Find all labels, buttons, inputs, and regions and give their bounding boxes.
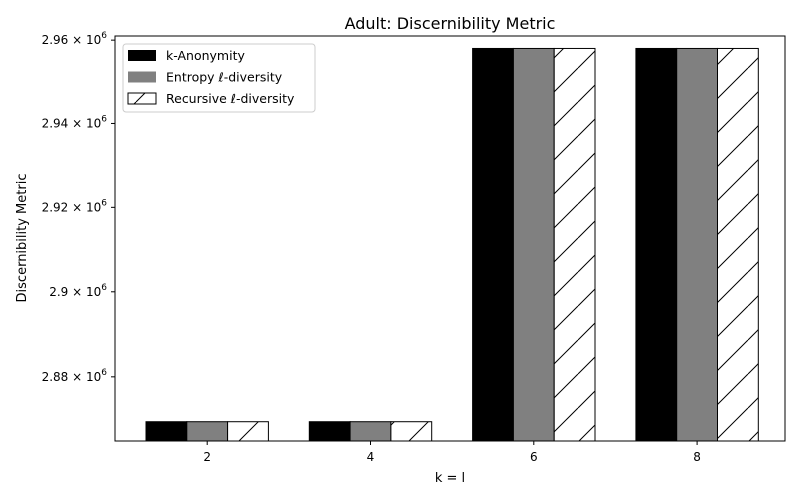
x-tick-label: 8 (693, 450, 701, 464)
bar-entropy-diversity-6 (512, 47, 555, 442)
x-tick-label: 2 (203, 450, 211, 464)
x-ticks: 2 4 6 8 (203, 441, 701, 464)
x-axis-label: k = l (435, 471, 465, 486)
bar-recursive-diversity-8 (717, 47, 759, 442)
legend-label: Recursive ℓ-diversity (166, 91, 295, 106)
bars-layer (145, 47, 759, 442)
bar-recursive-diversity-4 (390, 421, 433, 442)
bar-recursive-diversity-6 (553, 47, 596, 442)
y-tick-label: 2.96 × 106 (42, 31, 108, 47)
bar-entropy-diversity-8 (676, 47, 719, 442)
legend-box (122, 43, 316, 113)
chart-title: Adult: Discernibility Metric (345, 14, 556, 33)
bar-k-anonymity-8 (635, 47, 678, 442)
y-axis-label: Discernibility Metric (15, 174, 30, 303)
y-tick-label: 2.9 × 106 (49, 283, 107, 299)
bar-k-anonymity-2 (145, 421, 188, 442)
y-tick-label: 2.94 × 106 (42, 114, 108, 130)
x-tick-label: 4 (367, 450, 375, 464)
legend-swatch (128, 71, 156, 83)
y-ticks: 2.88 × 106 2.9 × 106 2.92 × 106 2.94 × 106 2… (42, 31, 115, 384)
legend-swatch (128, 50, 156, 61)
legend-label: Entropy ℓ-diversity (166, 70, 283, 85)
y-tick-label: 2.88 × 106 (42, 368, 108, 384)
bar-k-anonymity-6 (472, 47, 514, 442)
x-tick-label: 6 (530, 450, 538, 464)
bar-k-anonymity-4 (308, 421, 351, 442)
bar-recursive-diversity-2 (227, 421, 269, 442)
y-tick-label: 2.92 × 106 (42, 198, 108, 214)
legend-label: k-Anonymity (166, 48, 245, 63)
legend-swatch (127, 92, 157, 105)
legend: k-Anonymity Entropy ℓ-diversity Recursive … (122, 43, 316, 113)
bar-entropy-diversity-4 (349, 421, 392, 442)
plot-frame (114, 35, 786, 442)
bar-entropy-diversity-2 (186, 421, 229, 442)
